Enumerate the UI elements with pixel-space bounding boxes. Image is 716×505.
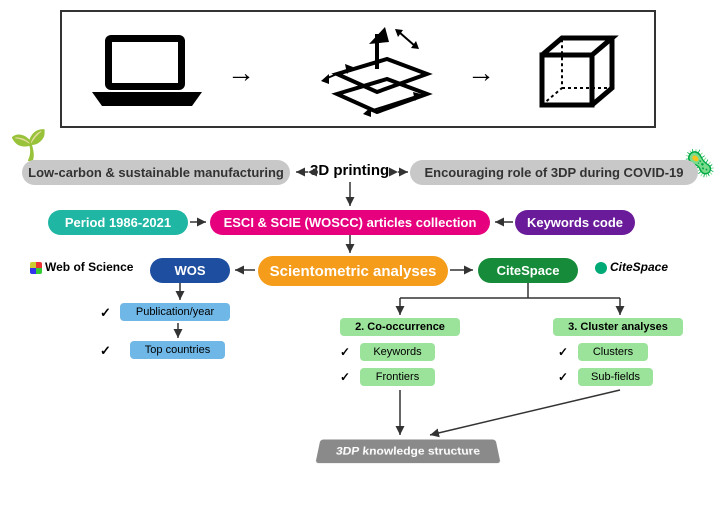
citespace-pill: CiteSpace	[478, 258, 578, 283]
collection-pill: ESCI & SCIE (WOSCC) articles collection	[210, 210, 490, 235]
header-illustration: → →	[60, 10, 656, 128]
top-countries-box: Top countries	[130, 341, 225, 359]
pub-year-box: Publication/year	[120, 303, 230, 321]
knowledge-structure-box: 3DP knowledge structure	[315, 440, 500, 464]
laptop-icon	[87, 30, 207, 115]
check-icon	[340, 370, 354, 384]
leaf-icon: 🌱	[10, 128, 47, 163]
scientometric-pill: Scientometric analyses	[258, 256, 448, 286]
subfields-box: Sub-fields	[578, 368, 653, 386]
period-pill: Period 1986-2021	[48, 210, 188, 235]
check-icon	[558, 370, 572, 384]
clusters-box: Clusters	[578, 343, 648, 361]
citespace-logo: CiteSpace	[595, 260, 668, 274]
wos-pill: WOS	[150, 258, 230, 283]
frontiers-box: Frontiers	[360, 368, 435, 386]
keywords-box: Keywords	[360, 343, 435, 361]
check-icon	[100, 305, 115, 321]
cube-icon	[527, 30, 627, 115]
low-carbon-pill: Low-carbon & sustainable manufacturing	[22, 160, 290, 185]
check-icon	[340, 345, 354, 359]
cooccurrence-title: 2. Co-occurrence	[340, 318, 460, 336]
center-3d-printing: 3D printing	[310, 162, 389, 179]
arrow-icon: →	[227, 57, 255, 89]
keywords-code-pill: Keywords code	[515, 210, 635, 235]
wos-logo: Web of Science	[30, 260, 133, 274]
arrow-icon: →	[467, 57, 495, 89]
check-icon	[558, 345, 572, 359]
layers-icon	[307, 24, 447, 119]
covid-pill: Encouraging role of 3DP during COVID-19	[410, 160, 698, 185]
cluster-title: 3. Cluster analyses	[553, 318, 683, 336]
check-icon	[100, 343, 115, 359]
